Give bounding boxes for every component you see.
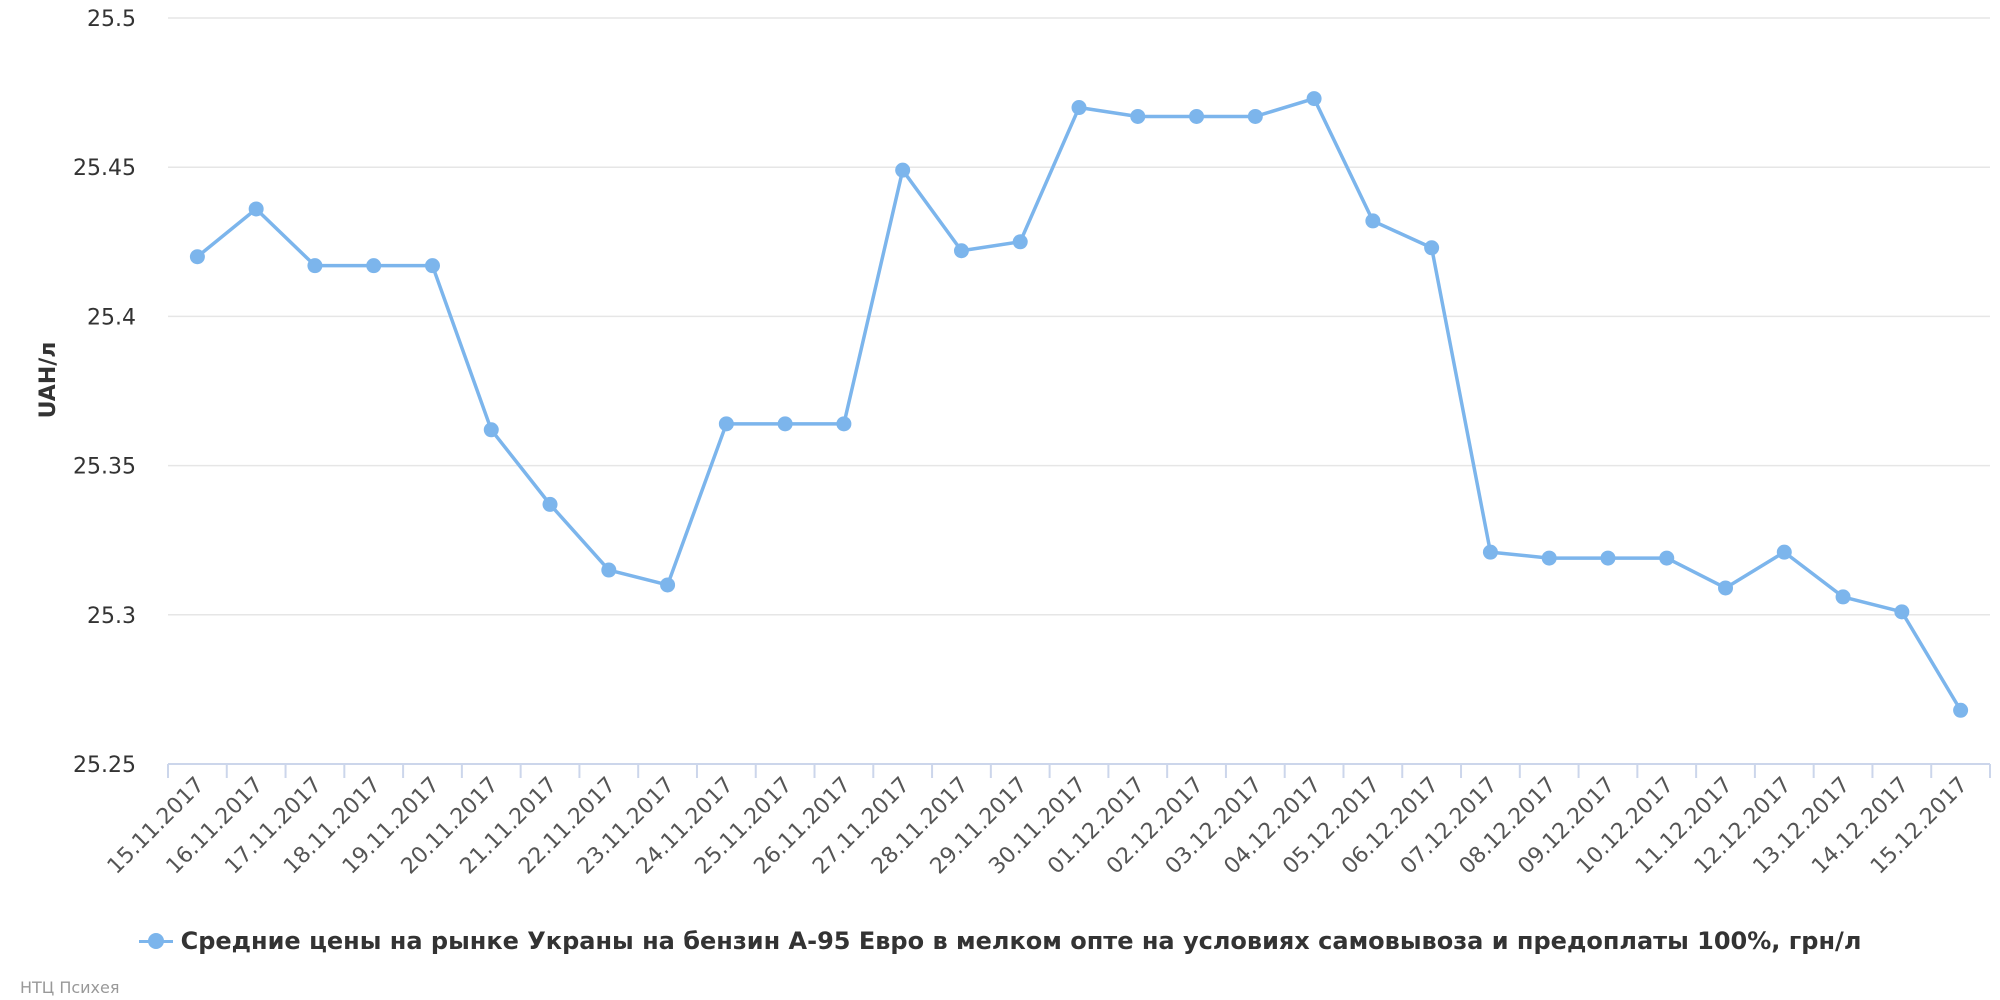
data-point[interactable] — [1012, 234, 1028, 250]
data-point[interactable] — [1659, 550, 1675, 566]
y-tick-label: 25.25 — [73, 753, 136, 778]
data-point[interactable] — [1718, 580, 1734, 596]
legend-marker-icon — [138, 930, 173, 952]
data-point[interactable] — [718, 416, 734, 432]
legend[interactable]: Средние цены на рынке Украны на бензин А… — [0, 924, 2000, 958]
y-tick-label: 25.4 — [87, 305, 136, 330]
data-point[interactable] — [1424, 240, 1440, 256]
x-axis — [167, 763, 1991, 778]
data-point[interactable] — [483, 422, 499, 438]
data-point[interactable] — [1776, 544, 1792, 560]
y-tick-label: 25.35 — [73, 455, 136, 480]
data-point[interactable] — [1894, 604, 1910, 620]
data-point[interactable] — [542, 496, 558, 512]
data-point[interactable] — [777, 416, 793, 432]
data-point[interactable] — [366, 258, 382, 274]
data-point[interactable] — [189, 249, 205, 265]
data-point[interactable] — [953, 243, 969, 259]
data-point[interactable] — [1071, 100, 1087, 116]
data-point[interactable] — [895, 162, 911, 178]
data-point[interactable] — [1953, 702, 1969, 718]
data-point[interactable] — [1189, 108, 1205, 124]
y-tick-label: 25.45 — [73, 156, 136, 181]
y-tick-label: 25.5 — [87, 7, 136, 32]
data-point[interactable] — [1541, 550, 1557, 566]
data-point[interactable] — [1482, 544, 1498, 560]
y-axis-ticks: 25.25 25.3 25.35 25.4 25.45 25.5 — [73, 7, 136, 778]
data-point[interactable] — [1835, 589, 1851, 605]
y-tick-label: 25.3 — [87, 604, 136, 629]
data-point[interactable] — [307, 258, 323, 274]
data-point[interactable] — [1600, 550, 1616, 566]
y-axis-label: UAH/л — [36, 342, 61, 419]
data-point[interactable] — [248, 201, 264, 217]
data-point[interactable] — [1130, 108, 1146, 124]
data-point[interactable] — [1247, 108, 1263, 124]
data-point[interactable] — [1306, 91, 1322, 107]
data-point[interactable] — [836, 416, 852, 432]
legend-label: Средние цены на рынке Украны на бензин А… — [180, 927, 1862, 955]
data-point[interactable] — [660, 577, 676, 593]
data-point[interactable] — [424, 258, 440, 274]
x-axis-labels: 15.11.201716.11.201717.11.201718.11.2017… — [103, 773, 1973, 880]
series-line — [196, 96, 1963, 712]
data-point[interactable] — [601, 562, 617, 578]
credits-text[interactable]: НТЦ Психея — [20, 978, 120, 997]
data-point[interactable] — [1365, 213, 1381, 229]
series-group — [189, 91, 1969, 718]
grid-lines — [168, 17, 1990, 616]
